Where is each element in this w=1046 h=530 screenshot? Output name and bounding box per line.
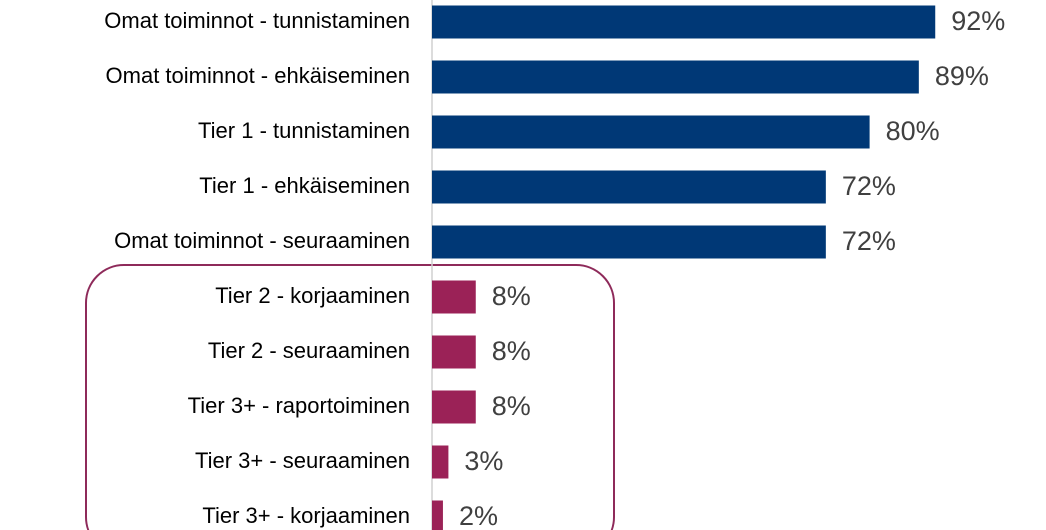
category-label: Omat toiminnot - seuraaminen bbox=[114, 228, 410, 253]
bar bbox=[432, 225, 826, 259]
category-label: Tier 3+ - korjaaminen bbox=[202, 503, 410, 528]
bar bbox=[432, 335, 476, 369]
data-label: 80% bbox=[886, 116, 940, 146]
bar bbox=[432, 5, 936, 39]
data-label: 92% bbox=[951, 6, 1005, 36]
category-label: Tier 3+ - seuraaminen bbox=[195, 448, 410, 473]
category-label: Tier 1 - tunnistaminen bbox=[198, 118, 410, 143]
bar bbox=[432, 445, 449, 479]
data-label: 72% bbox=[842, 226, 896, 256]
bar bbox=[432, 500, 443, 530]
category-label: Omat toiminnot - ehkäiseminen bbox=[106, 63, 410, 88]
data-label: 2% bbox=[459, 501, 498, 530]
bar bbox=[432, 170, 826, 204]
data-label: 8% bbox=[492, 281, 531, 311]
bar bbox=[432, 115, 870, 149]
data-label: 3% bbox=[464, 446, 503, 476]
category-label: Omat toiminnot - tunnistaminen bbox=[104, 8, 410, 33]
category-label: Tier 1 - ehkäiseminen bbox=[199, 173, 410, 198]
highlight-box bbox=[85, 264, 615, 530]
bar bbox=[432, 280, 476, 314]
bar bbox=[432, 390, 476, 424]
data-label: 8% bbox=[492, 336, 531, 366]
data-label: 72% bbox=[842, 171, 896, 201]
data-label: 8% bbox=[492, 391, 531, 421]
category-label: Tier 2 - korjaaminen bbox=[215, 283, 410, 308]
bar bbox=[432, 60, 919, 94]
data-label: 89% bbox=[935, 61, 989, 91]
category-label: Tier 3+ - raportoiminen bbox=[188, 393, 410, 418]
category-label: Tier 2 - seuraaminen bbox=[208, 338, 410, 363]
